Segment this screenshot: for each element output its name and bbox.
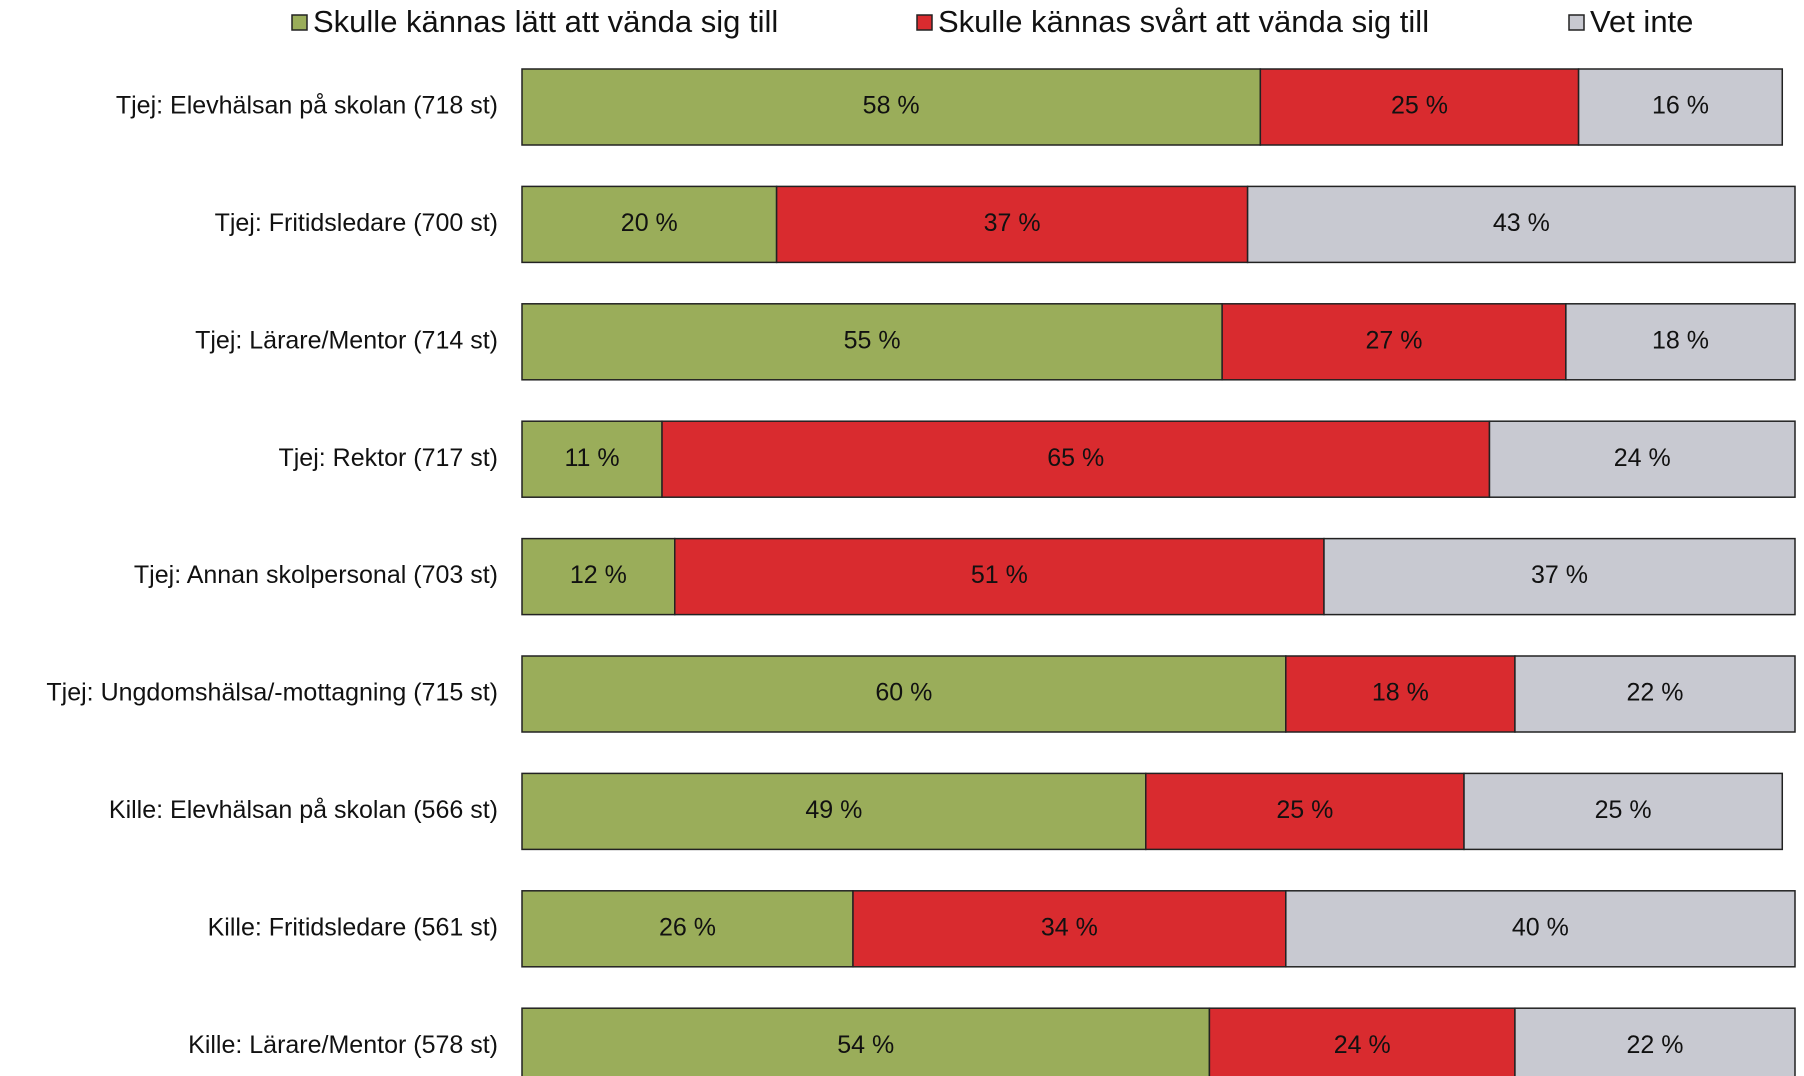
- bar-segment: [521, 772, 1147, 851]
- value-label: 25 %: [1276, 796, 1333, 824]
- legend-swatch: [291, 14, 308, 31]
- value-label: 11 %: [564, 444, 619, 472]
- value-label: 51 %: [971, 561, 1028, 589]
- bar-segment: [521, 1007, 1211, 1076]
- bar-segment: [521, 68, 1262, 146]
- legend-swatch: [916, 14, 933, 31]
- legend-label: Skulle kännas svårt att vända sig till: [938, 4, 1429, 39]
- legend-label: Vet inte: [1590, 4, 1693, 39]
- bar-segment: [1514, 1007, 1796, 1076]
- value-label: 22 %: [1626, 1031, 1683, 1059]
- value-label: 16 %: [1652, 92, 1709, 120]
- category-label: Kille: Elevhälsan på skolan (566 st): [109, 796, 498, 824]
- bar-segment: [852, 890, 1287, 968]
- bar-segment: [521, 303, 1223, 381]
- bar-segment: [1208, 1007, 1516, 1076]
- category-label: Kille: Lärare/Mentor (578 st): [188, 1031, 498, 1059]
- bar-segment: [1463, 772, 1784, 851]
- category-label: Kille: Fritidsledare (561 st): [208, 913, 498, 941]
- value-label: 54 %: [837, 1031, 894, 1059]
- value-label: 25 %: [1595, 796, 1652, 824]
- bar-segment: [1488, 420, 1796, 498]
- bar-segment: [521, 890, 854, 968]
- bar-segment: [1221, 303, 1567, 381]
- category-label: Tjej: Rektor (717 st): [278, 444, 498, 472]
- value-label: 65 %: [1047, 444, 1104, 472]
- value-label: 24 %: [1334, 1031, 1391, 1059]
- value-label: 43 %: [1493, 209, 1550, 237]
- value-label: 55 %: [844, 326, 901, 354]
- value-label: 18 %: [1372, 679, 1429, 707]
- category-label: Tjej: Lärare/Mentor (714 st): [195, 326, 498, 354]
- bar-segment: [1577, 68, 1784, 146]
- value-label: 60 %: [875, 679, 932, 707]
- bar-segment: [1285, 655, 1516, 733]
- bar-segment: [521, 420, 663, 498]
- bar-segment: [1145, 772, 1465, 851]
- bar-segment: [775, 185, 1249, 264]
- category-label: Tjej: Annan skolpersonal (703 st): [134, 561, 498, 589]
- bar-segment: [1285, 890, 1796, 968]
- bar-segment: [1565, 303, 1796, 381]
- value-label: 22 %: [1626, 679, 1683, 707]
- value-label: 34 %: [1041, 913, 1098, 941]
- legend-label: Skulle kännas lätt att vända sig till: [313, 4, 778, 39]
- value-label: 26 %: [659, 913, 716, 941]
- value-label: 49 %: [805, 796, 862, 824]
- category-label: Tjej: Ungdomshälsa/-mottagning (715 st): [46, 679, 498, 707]
- value-label: 25 %: [1391, 92, 1448, 120]
- value-label: 37 %: [1531, 561, 1588, 589]
- bar-segment: [674, 537, 1325, 616]
- bar-segment: [1246, 185, 1796, 264]
- value-label: 27 %: [1366, 326, 1423, 354]
- bar-segment: [521, 537, 676, 616]
- value-label: 20 %: [621, 209, 678, 237]
- bar-segment: [521, 185, 778, 264]
- bar-segment: [1323, 537, 1796, 616]
- value-label: 58 %: [863, 92, 920, 120]
- value-label: 24 %: [1614, 444, 1671, 472]
- category-label: Tjej: Fritidsledare (700 st): [215, 209, 498, 237]
- value-label: 40 %: [1512, 913, 1569, 941]
- bar-segment: [1514, 655, 1796, 733]
- value-label: 18 %: [1652, 326, 1709, 354]
- legend-swatch: [1568, 14, 1585, 31]
- category-label: Tjej: Elevhälsan på skolan (718 st): [116, 92, 498, 120]
- bar-segment: [521, 655, 1287, 733]
- value-label: 37 %: [984, 209, 1041, 237]
- value-label: 12 %: [570, 561, 627, 589]
- bar-segment: [1259, 68, 1580, 146]
